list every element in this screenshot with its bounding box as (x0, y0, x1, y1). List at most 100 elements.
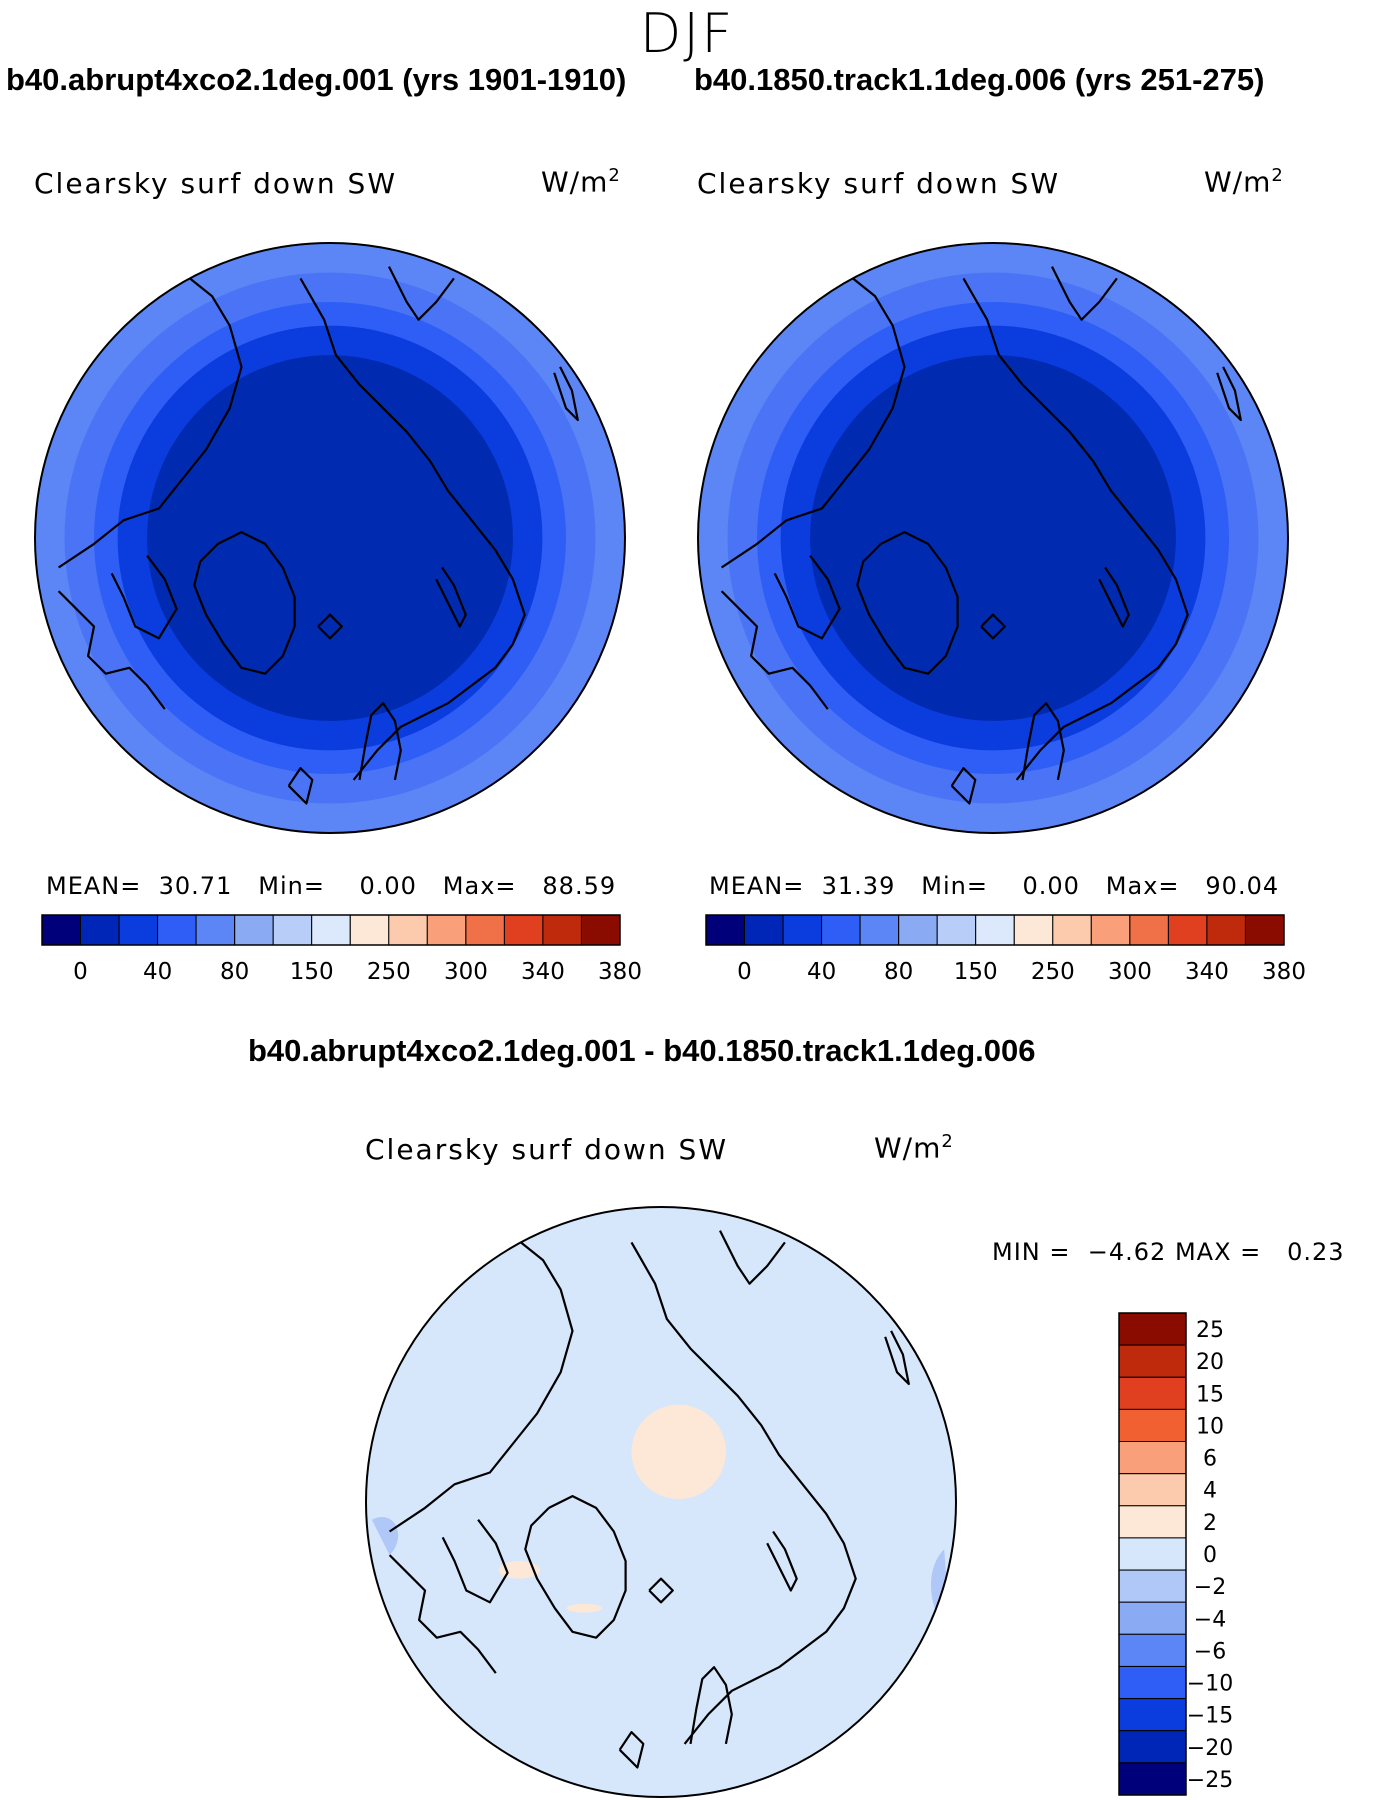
colorbar-swatch (80, 914, 120, 946)
colorbar-swatch (898, 914, 938, 946)
coastline-2 (773, 555, 841, 640)
colorbar-swatch (1118, 1473, 1187, 1507)
diff-positive-patch (566, 1603, 602, 1613)
colorbar-tick-label: 80 (884, 959, 913, 985)
coastline-7 (766, 1530, 798, 1592)
colorbar-swatch (1118, 1730, 1187, 1764)
colorbar-swatch (503, 914, 544, 946)
colorbar-tick-label: 250 (1031, 959, 1075, 985)
coastline-4 (299, 277, 526, 781)
colorbar-swatch (782, 914, 823, 946)
colorbar-swatch (542, 914, 582, 946)
colorbar-swatch (1167, 914, 1208, 946)
colorbar-swatch (1118, 1505, 1187, 1539)
colorbar-swatch (1118, 1698, 1187, 1732)
colorbar-swatch (1245, 914, 1285, 946)
coastline-7 (1098, 566, 1130, 628)
colorbar-tick-label: 4 (1203, 1479, 1217, 1504)
colorbar-swatch (1118, 1312, 1187, 1346)
diff-background (366, 1207, 956, 1797)
coastline-0 (193, 530, 296, 675)
colorbar-swatch (1118, 1762, 1187, 1796)
colorbar-swatch (1118, 1569, 1187, 1603)
coastline-5 (689, 1666, 733, 1745)
colorbar-tick-label: 340 (1185, 959, 1229, 985)
colorbar-swatch (1118, 1376, 1187, 1410)
colorbar-frame (41, 914, 621, 946)
panel-1-variable: Clearsky surf down SW (34, 167, 398, 200)
colorbar-swatch (1118, 1537, 1187, 1571)
colorbar-swatch (1118, 1441, 1187, 1475)
colorbar-tick-label: −6 (1194, 1639, 1226, 1664)
colorbar-tick-label: −15 (1187, 1704, 1233, 1729)
colorbar-swatch (1052, 914, 1092, 946)
colorbar-swatch (1013, 914, 1054, 946)
coastline-9 (950, 766, 977, 805)
coastline-4 (630, 1241, 857, 1745)
colorbar-swatch (936, 914, 977, 946)
colorbar-swatch (821, 914, 861, 946)
colorbar-tick-label: −4 (1194, 1607, 1226, 1632)
coastline-3 (720, 590, 829, 710)
colorbar-tick-label: 80 (220, 959, 249, 985)
colorbar-swatch (311, 914, 351, 946)
colorbar-swatch (388, 914, 428, 946)
coastline-3 (57, 590, 166, 710)
colorbar-swatch (195, 914, 236, 946)
coastline-4 (962, 277, 1189, 781)
colorbar-frame (705, 914, 1285, 946)
colorbar-tick-label: 15 (1196, 1382, 1224, 1407)
colorbar-swatch (1118, 1408, 1187, 1443)
coastline-1 (388, 1235, 574, 1533)
panel-2-case-title: b40.1850.track1.1deg.006 (yrs 251-275) (694, 62, 1265, 97)
colorbar-tick-label: 340 (521, 959, 565, 985)
colorbar-swatch (1206, 914, 1246, 946)
diff-units: W/m2 (874, 1131, 954, 1165)
panel-2-variable: Clearsky surf down SW (697, 167, 1061, 200)
colorbar-swatch (426, 914, 467, 946)
colorbar-swatch (272, 914, 313, 946)
colorbar-tick-label: −2 (1194, 1575, 1226, 1600)
colorbar-tick-label: 300 (444, 959, 488, 985)
colorbar-tick-label: 250 (367, 959, 411, 985)
panel-2-stats: MEAN= 31.39 Min= 0.00 Max= 90.04 (709, 872, 1280, 900)
colorbar-swatch (1118, 1601, 1187, 1635)
panel-2-units: W/m2 (1204, 165, 1284, 199)
colorbar-swatch (465, 914, 505, 946)
season-title: DJF (639, 2, 735, 65)
colorbar-tick-label: −20 (1187, 1736, 1233, 1761)
colorbar-swatch (157, 914, 197, 946)
diff-negative-patch (843, 1212, 904, 1284)
diff-negative-patch (371, 1516, 399, 1556)
coastline-5 (358, 702, 402, 781)
map-border (697, 242, 1289, 834)
coastline-3 (388, 1554, 497, 1674)
colorbar-tick-label: 150 (954, 959, 998, 985)
colorbar-tick-label: 40 (807, 959, 836, 985)
panel-2-colorbar: 0 40 80 150 250 300 340 380 (705, 914, 1306, 985)
diff-minmax: MIN = −4.62 MAX = 0.23 (992, 1238, 1345, 1266)
colorbar-swatch (1118, 1633, 1187, 1667)
colorbar-swatch (581, 914, 621, 946)
colorbar-swatch (41, 914, 81, 946)
coastline-7 (435, 566, 467, 628)
coastline-6 (719, 1230, 786, 1285)
colorbar-tick-label: 300 (1108, 959, 1152, 985)
coastline-6 (388, 266, 455, 321)
panel-1-map (34, 242, 626, 834)
colorbar-swatch (349, 914, 390, 946)
field-band-0 (147, 355, 513, 721)
colorbar-swatch (118, 914, 159, 946)
map-border (34, 242, 626, 834)
colorbar-tick-label: 20 (1196, 1350, 1224, 1375)
colorbar-swatch (1118, 1344, 1187, 1378)
colorbar-tick-label: 150 (290, 959, 334, 985)
colorbar-swatch (1118, 1666, 1187, 1700)
coastline-6 (1051, 266, 1118, 321)
colorbar-swatch (234, 914, 274, 946)
coastline-10 (884, 1330, 910, 1386)
coastline-0 (856, 530, 959, 675)
panel-1-colorbar: 0 40 80 150 250 300 340 380 (41, 914, 642, 985)
